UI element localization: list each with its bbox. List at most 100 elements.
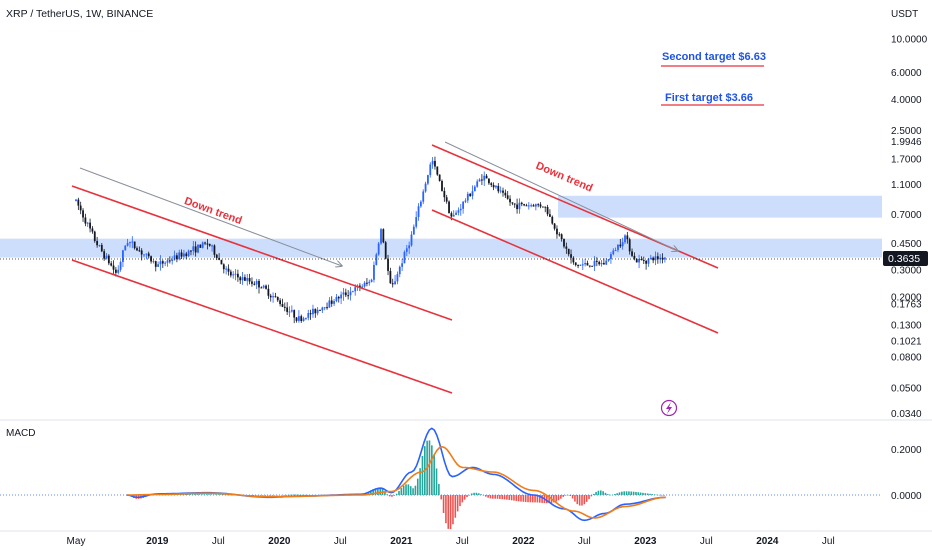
candle [197, 244, 199, 254]
histogram-bar [226, 494, 229, 496]
histogram-bar [438, 483, 440, 495]
histogram-bar [208, 494, 210, 495]
candle [485, 174, 488, 179]
candle [563, 238, 565, 249]
last-price-value: 0.3635 [888, 253, 920, 265]
candle [502, 187, 504, 197]
zone-2[interactable] [558, 195, 882, 218]
histogram-bar [184, 494, 187, 495]
histogram-bar [299, 494, 302, 496]
macd-label: MACD [6, 428, 35, 439]
time-tick: Jul [700, 536, 713, 547]
candle [232, 271, 235, 279]
histogram-bar [370, 490, 372, 495]
histogram-bar [393, 495, 396, 496]
candle [171, 256, 174, 265]
histogram-bar [391, 495, 393, 497]
histogram-bar [487, 495, 489, 498]
candle [290, 305, 293, 313]
histogram-bar [428, 440, 431, 495]
candle [558, 232, 561, 237]
candle [394, 275, 396, 285]
candle [204, 241, 206, 246]
histogram-bar [644, 493, 647, 495]
histogram-bar [445, 495, 447, 524]
candle [619, 238, 622, 248]
candle [642, 256, 645, 264]
price-tick: 2.5000 [891, 126, 922, 137]
candle [112, 260, 115, 274]
price-tick: 1.7000 [891, 154, 922, 165]
histogram-bar [534, 495, 536, 503]
histogram-bar [625, 491, 628, 495]
candle [143, 254, 145, 258]
time-tick: Jul [212, 536, 225, 547]
histogram-bar [499, 495, 501, 499]
histogram-bar [259, 495, 262, 496]
histogram-bar [384, 491, 386, 495]
histogram-bar [395, 493, 398, 495]
candle [375, 252, 378, 266]
candle [584, 258, 587, 267]
candle [462, 200, 465, 214]
histogram-bar [574, 495, 576, 502]
target-first-label: First target $3.66 [665, 92, 753, 104]
candle [419, 200, 422, 208]
candle [513, 203, 516, 208]
histogram-bar [609, 494, 611, 496]
histogram-bar [632, 491, 635, 495]
lightning-icon[interactable] [660, 399, 678, 417]
candle [572, 256, 575, 265]
candle [75, 198, 77, 202]
histogram-bar [492, 495, 494, 499]
time-tick: Jul [578, 536, 591, 547]
time-tick: 2023 [634, 536, 657, 547]
price-tick: 4.0000 [891, 95, 922, 106]
candle [206, 239, 209, 250]
histogram-bar [255, 495, 257, 496]
candle [654, 251, 657, 266]
histogram-bar [595, 491, 597, 495]
candle [229, 269, 232, 278]
histogram-bar [656, 494, 658, 496]
channel-1-lower[interactable] [71, 259, 453, 394]
candle [539, 202, 542, 209]
candle [321, 306, 324, 314]
candle [607, 258, 610, 262]
channel-1-upper[interactable] [71, 185, 453, 321]
histogram-bar [545, 495, 548, 504]
annotation-down-trend-2: Down trend [534, 160, 594, 195]
candle [579, 264, 582, 266]
time-tick: 2021 [390, 536, 413, 547]
candle [279, 298, 282, 307]
candle [164, 261, 167, 267]
trend-arrow-2[interactable] [444, 141, 678, 251]
candle [342, 287, 345, 301]
candle [305, 317, 307, 321]
channel-2-lower[interactable] [431, 209, 719, 334]
macd-axis[interactable]: 0.2000 0.0000 [891, 445, 922, 502]
signal-line [126, 445, 666, 519]
candle [490, 182, 493, 188]
candle [431, 157, 434, 169]
trend-arrow-1[interactable] [79, 167, 342, 266]
histogram-bar [198, 494, 201, 495]
candle [276, 296, 279, 302]
histogram-bar [187, 494, 189, 495]
histogram-bar [649, 493, 651, 495]
candle [415, 211, 418, 229]
candle [516, 198, 518, 214]
candle [649, 254, 652, 260]
histogram-bar [409, 486, 412, 495]
candle [567, 248, 570, 257]
histogram-bar [583, 495, 586, 505]
candle [138, 246, 141, 252]
histogram-bar [442, 495, 445, 513]
time-axis[interactable]: May 2019 Jul 2020 Jul 2021 Jul 2022 Jul 2023 Jul 20… [67, 536, 835, 547]
histogram-bar [503, 495, 506, 500]
histogram-bar [635, 491, 637, 495]
histogram-bar [597, 490, 600, 495]
candle [183, 249, 185, 259]
candle [133, 241, 136, 250]
